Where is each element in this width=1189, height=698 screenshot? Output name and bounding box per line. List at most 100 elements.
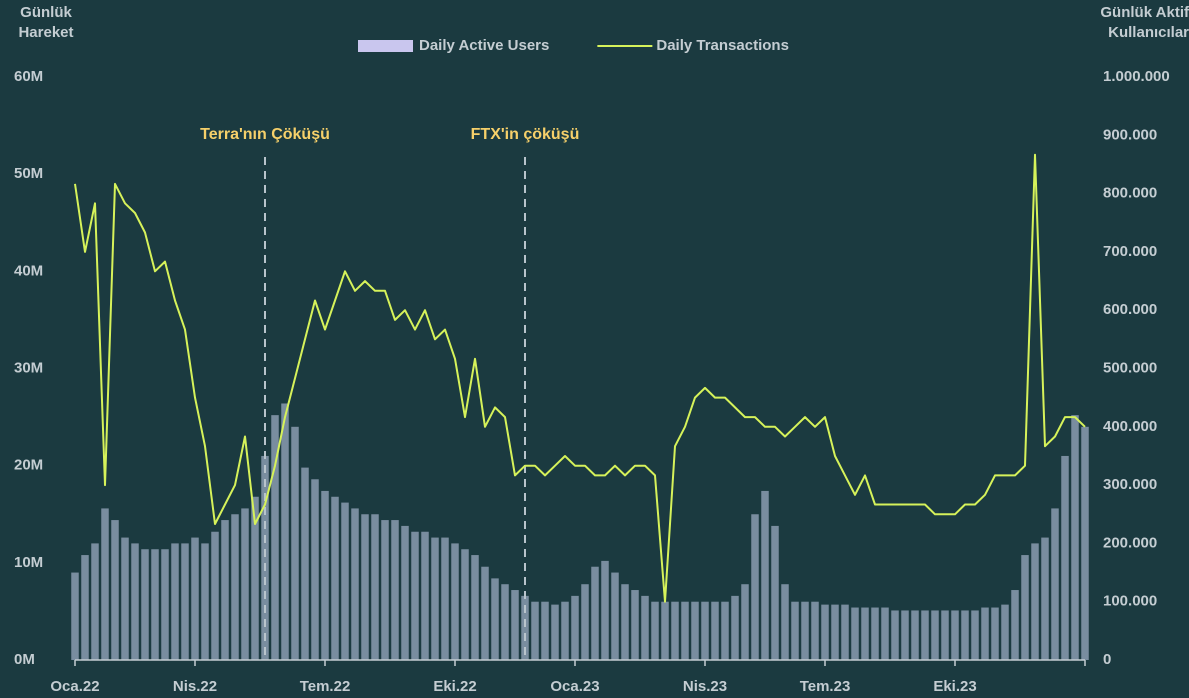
bar [991,607,999,660]
bar [401,525,409,660]
x-tick-label: Eki.22 [433,678,476,695]
bar [521,595,529,660]
y2-tick-label: 200.000 [1103,534,1157,551]
bar [421,531,429,660]
bar [101,508,109,660]
bar [1011,590,1019,660]
y-axis-title: Günlük [20,4,72,21]
bar [681,601,689,660]
bar [111,520,119,660]
bars [71,403,1089,660]
x-tick-label: Nis.23 [683,678,727,695]
bar [951,610,959,660]
bar [711,601,719,660]
bar [81,555,89,660]
bar [531,601,539,660]
bar [941,610,949,660]
y2-tick-label: 700.000 [1103,243,1157,260]
bar [471,555,479,660]
bar [1071,415,1079,660]
bar [451,543,459,660]
bar [1001,604,1009,660]
bar [351,508,359,660]
bar [191,537,199,660]
y2-tick-label: 600.000 [1103,301,1157,318]
bar [871,607,879,660]
bar [161,549,169,660]
bar [811,601,819,660]
bar [151,549,159,660]
bar [771,525,779,660]
bar [381,520,389,660]
bar [591,566,599,660]
bar [261,455,269,660]
y-tick-label: 10M [14,554,43,571]
bar [541,601,549,660]
y-tick-label: 40M [14,262,43,279]
bar [761,490,769,660]
bar [1061,455,1069,660]
x-tick-label: Tem.23 [800,678,851,695]
bar [861,607,869,660]
bar [441,537,449,660]
bar [311,479,319,660]
bar [331,496,339,660]
y2-tick-label: 500.000 [1103,359,1157,376]
y2-tick-label: 300.000 [1103,476,1157,493]
bar [841,604,849,660]
bar [461,549,469,660]
y-tick-label: 50M [14,165,43,182]
legend-swatch [358,40,413,52]
bar [921,610,929,660]
bar [361,514,369,660]
bar [641,595,649,660]
legend-label: Daily Active Users [419,37,549,54]
bar [1031,543,1039,660]
y-tick-label: 30M [14,359,43,376]
y-tick-label: 0M [14,651,35,668]
bar [731,595,739,660]
bar [621,584,629,660]
bar [1051,508,1059,660]
x-tick-label: Oca.22 [50,678,99,695]
bar [961,610,969,660]
annotation-text: FTX'in çöküşü [471,126,580,143]
bar [671,601,679,660]
bar [931,610,939,660]
y2-tick-label: 900.000 [1103,126,1157,143]
bar [231,514,239,660]
bar [1081,426,1089,660]
bar [581,584,589,660]
bar [491,578,499,660]
x-tick-label: Oca.23 [550,678,599,695]
bar [211,531,219,660]
bar [751,514,759,660]
bar [981,607,989,660]
bar [881,607,889,660]
x-tick-label: Nis.22 [173,678,217,695]
bar [371,514,379,660]
bar [631,590,639,660]
line [74,153,1086,603]
bar [781,584,789,660]
bar [971,610,979,660]
bar [701,601,709,660]
bar [501,584,509,660]
bar [481,566,489,660]
bar [391,520,399,660]
bar [891,610,899,660]
bar [281,403,289,660]
y2-tick-label: 100.000 [1103,593,1157,610]
bar [91,543,99,660]
bar [911,610,919,660]
bar [341,502,349,660]
x-tick-label: Tem.22 [300,678,351,695]
bar [201,543,209,660]
y2-tick-label: 1.000.000 [1103,68,1170,85]
bar [431,537,439,660]
y2-axis-title: Kullanıcılar [1108,24,1189,41]
bar [241,508,249,660]
bar [1041,537,1049,660]
bar [131,543,139,660]
